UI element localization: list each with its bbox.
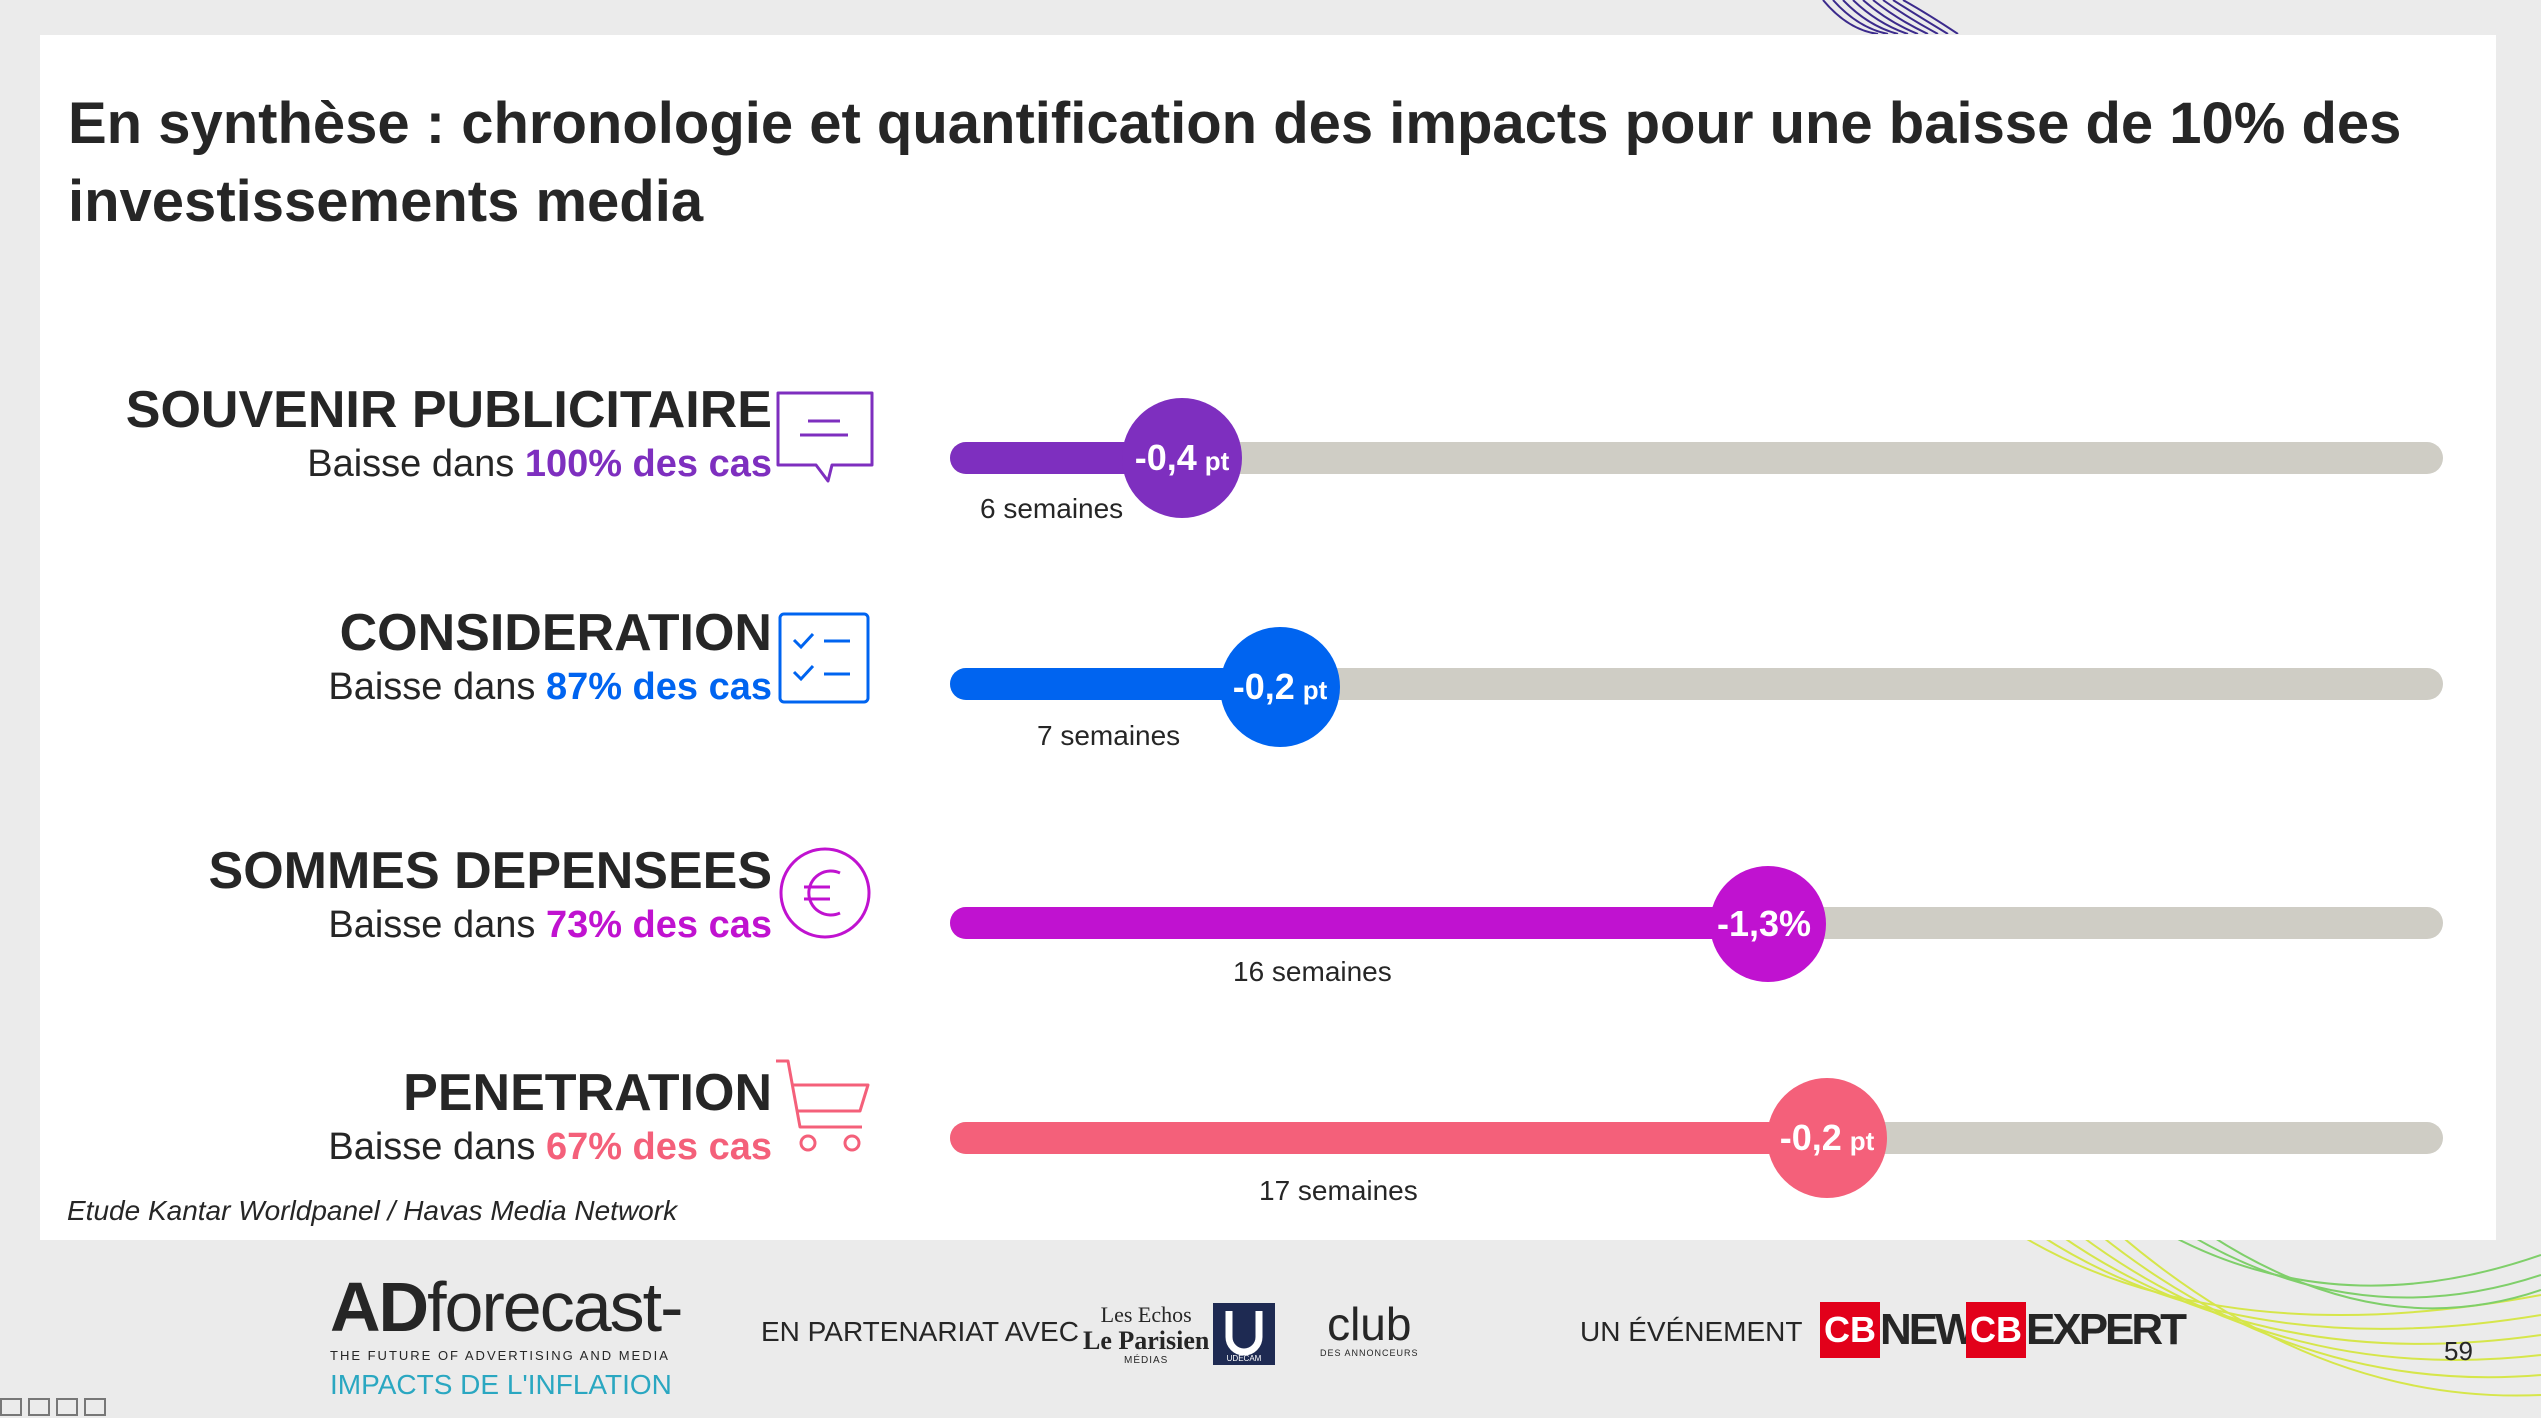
- metric-title: SOUVENIR PUBLICITAIRE: [125, 381, 772, 439]
- cbexpert-word: EXPERT: [2026, 1305, 2187, 1354]
- impact-value: -0,2: [1779, 1117, 1842, 1158]
- menu-icon[interactable]: [56, 1398, 78, 1416]
- impact-badge: -1,3%: [1710, 866, 1826, 982]
- weeks-label: 16 semaines: [1233, 956, 1392, 987]
- source-note: Etude Kantar Worldpanel / Havas Media Ne…: [67, 1195, 678, 1226]
- metric-title: SOMMES DEPENSEES: [208, 842, 772, 900]
- metric-percentage: 87% des cas: [545, 666, 772, 708]
- medias-text: MÉDIAS: [1124, 1355, 1169, 1366]
- edit-icon[interactable]: [28, 1398, 50, 1416]
- impact-unit: pt: [1204, 445, 1230, 476]
- adforecast-tagline: THE FUTURE OF ADVERTISING AND MEDIA: [330, 1348, 670, 1363]
- decorative-lines-top: [1822, 0, 1959, 34]
- adforecast-wordmark: ADforecast-: [330, 1272, 683, 1342]
- impact-badge: -0,2 pt: [1767, 1078, 1887, 1198]
- event-label: UN ÉVÉNEMENT: [1580, 1316, 1803, 1347]
- metric-percentage: 100% des cas: [524, 443, 772, 485]
- metric-label: SOMMES DEPENSEES Baisse dans 73% des cas: [209, 841, 772, 949]
- slide-nav-controls: [0, 1398, 106, 1416]
- metric-label: CONSIDERATION Baisse dans 87% des cas: [328, 603, 772, 711]
- metric-title: CONSIDERATION: [339, 604, 772, 662]
- timeline-fill: [950, 1122, 1850, 1154]
- euro-icon: [779, 847, 871, 939]
- adforecast-forecast: forecast-: [427, 1268, 683, 1346]
- cbnews-mark: CB: [1820, 1302, 1880, 1358]
- impact-unit: pt: [1302, 674, 1328, 705]
- impact-unit: pt: [1849, 1125, 1875, 1156]
- metric-row-consideration: CONSIDERATION Baisse dans 87% des cas -0…: [40, 603, 2496, 753]
- weeks-label: 7 semaines: [1037, 720, 1181, 751]
- club-sub-text: DES ANNONCEURS: [1320, 1348, 1419, 1358]
- cbexpert-logo: CB EXPERT: [1966, 1302, 2187, 1358]
- speech-bubble-icon: [776, 391, 874, 483]
- impact-value: -0,2: [1232, 666, 1295, 707]
- weeks-label: 6 semaines: [980, 493, 1124, 524]
- impact-badge: -0,4 pt: [1122, 398, 1242, 518]
- club-annonceurs-logo: club DES ANNONCEURS: [1320, 1300, 1419, 1358]
- metric-row-penetration: PENETRATION Baisse dans 67% des cas -0,2…: [40, 1059, 2496, 1213]
- prev-slide-icon[interactable]: [0, 1398, 22, 1416]
- metric-subtitle: Baisse dans 67% des cas: [328, 1123, 772, 1171]
- slide-title: En synthèse : chronologie et quantificat…: [68, 91, 2402, 234]
- metric-label: PENETRATION Baisse dans 67% des cas: [328, 1063, 772, 1171]
- impact-value: -1,3%: [1716, 903, 1812, 944]
- adforecast-logo: ADforecast- THE FUTURE OF ADVERTISING AN…: [330, 1272, 683, 1401]
- lesechos-leparisien-logo: Les Echos Le Parisien MÉDIAS: [1083, 1302, 1210, 1367]
- metric-subtitle: Baisse dans 73% des cas: [209, 901, 772, 949]
- adforecast-subtitle: IMPACTS DE L'INFLATION: [330, 1369, 672, 1400]
- metric-subtitle: Baisse dans 100% des cas: [126, 440, 772, 488]
- metric-sub-prefix: Baisse dans: [328, 1126, 546, 1168]
- club-text: club: [1327, 1298, 1412, 1350]
- timeline-fill: [950, 907, 1790, 939]
- udecam-text: UDECAM: [1227, 1354, 1262, 1363]
- metric-percentage: 67% des cas: [545, 1126, 772, 1168]
- page-number: 59: [2444, 1336, 2473, 1366]
- checklist-icon: [778, 612, 870, 704]
- impact-badge: -0,2 pt: [1220, 627, 1340, 747]
- cbexpert-mark: CB: [1966, 1302, 2026, 1358]
- metric-subtitle: Baisse dans 87% des cas: [328, 663, 772, 711]
- cart-icon: [776, 1059, 870, 1152]
- metric-label: SOUVENIR PUBLICITAIRE Baisse dans 100% d…: [126, 380, 772, 488]
- metric-title: PENETRATION: [403, 1064, 772, 1122]
- weeks-label: 17 semaines: [1259, 1175, 1418, 1206]
- metric-sub-prefix: Baisse dans: [328, 904, 546, 946]
- adforecast-ad: AD: [330, 1268, 429, 1346]
- metric-row-sommes: SOMMES DEPENSEES Baisse dans 73% des cas…: [40, 841, 2496, 991]
- decorative-lines-bottom: [2020, 1235, 2541, 1397]
- partner-label: EN PARTENARIAT AVEC: [761, 1316, 1079, 1347]
- lesechos-text: Les Echos: [1100, 1302, 1192, 1327]
- impact-value: -0,4: [1134, 437, 1197, 478]
- metric-row-souvenir: SOUVENIR PUBLICITAIRE Baisse dans 100% d…: [40, 380, 2496, 530]
- udecam-logo: UDECAM: [1213, 1303, 1275, 1365]
- metric-sub-prefix: Baisse dans: [328, 666, 546, 708]
- content-panel: En synthèse : chronologie et quantificat…: [40, 35, 2496, 1240]
- metric-sub-prefix: Baisse dans: [307, 443, 525, 485]
- leparisien-text: Le Parisien: [1083, 1326, 1210, 1355]
- metric-percentage: 73% des cas: [545, 904, 772, 946]
- next-slide-icon[interactable]: [84, 1398, 106, 1416]
